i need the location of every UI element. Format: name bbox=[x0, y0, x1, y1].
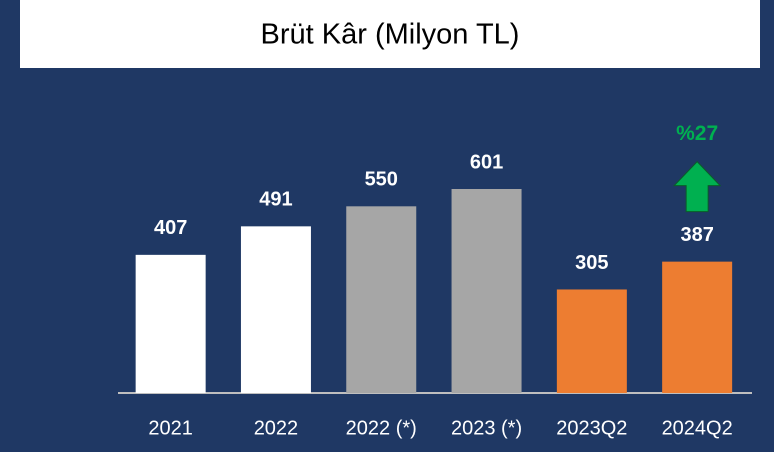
x-tick-label: 2023 (*) bbox=[451, 417, 522, 439]
x-tick-label: 2021 bbox=[148, 417, 193, 439]
data-label: 387 bbox=[680, 224, 713, 246]
bar bbox=[240, 226, 311, 393]
chart-title: Brüt Kâr (Milyon TL) bbox=[261, 19, 520, 51]
data-label: 305 bbox=[575, 252, 608, 274]
x-tick-label: 2022 (*) bbox=[346, 417, 417, 439]
title-bar bbox=[20, 0, 760, 68]
data-label: 491 bbox=[259, 189, 292, 211]
x-tick-label: 2024Q2 bbox=[662, 417, 733, 439]
x-tick-label: 2023Q2 bbox=[556, 417, 627, 439]
annotation: %27 bbox=[676, 122, 718, 145]
bar bbox=[135, 254, 206, 393]
bar bbox=[556, 289, 627, 393]
bar bbox=[451, 189, 522, 393]
x-tick-label: 2022 bbox=[254, 417, 299, 439]
bar bbox=[662, 261, 733, 393]
data-label: 407 bbox=[154, 217, 187, 239]
data-label: 550 bbox=[365, 169, 398, 191]
arrow bbox=[672, 160, 722, 213]
bar bbox=[346, 206, 417, 393]
data-label: 601 bbox=[470, 151, 503, 173]
